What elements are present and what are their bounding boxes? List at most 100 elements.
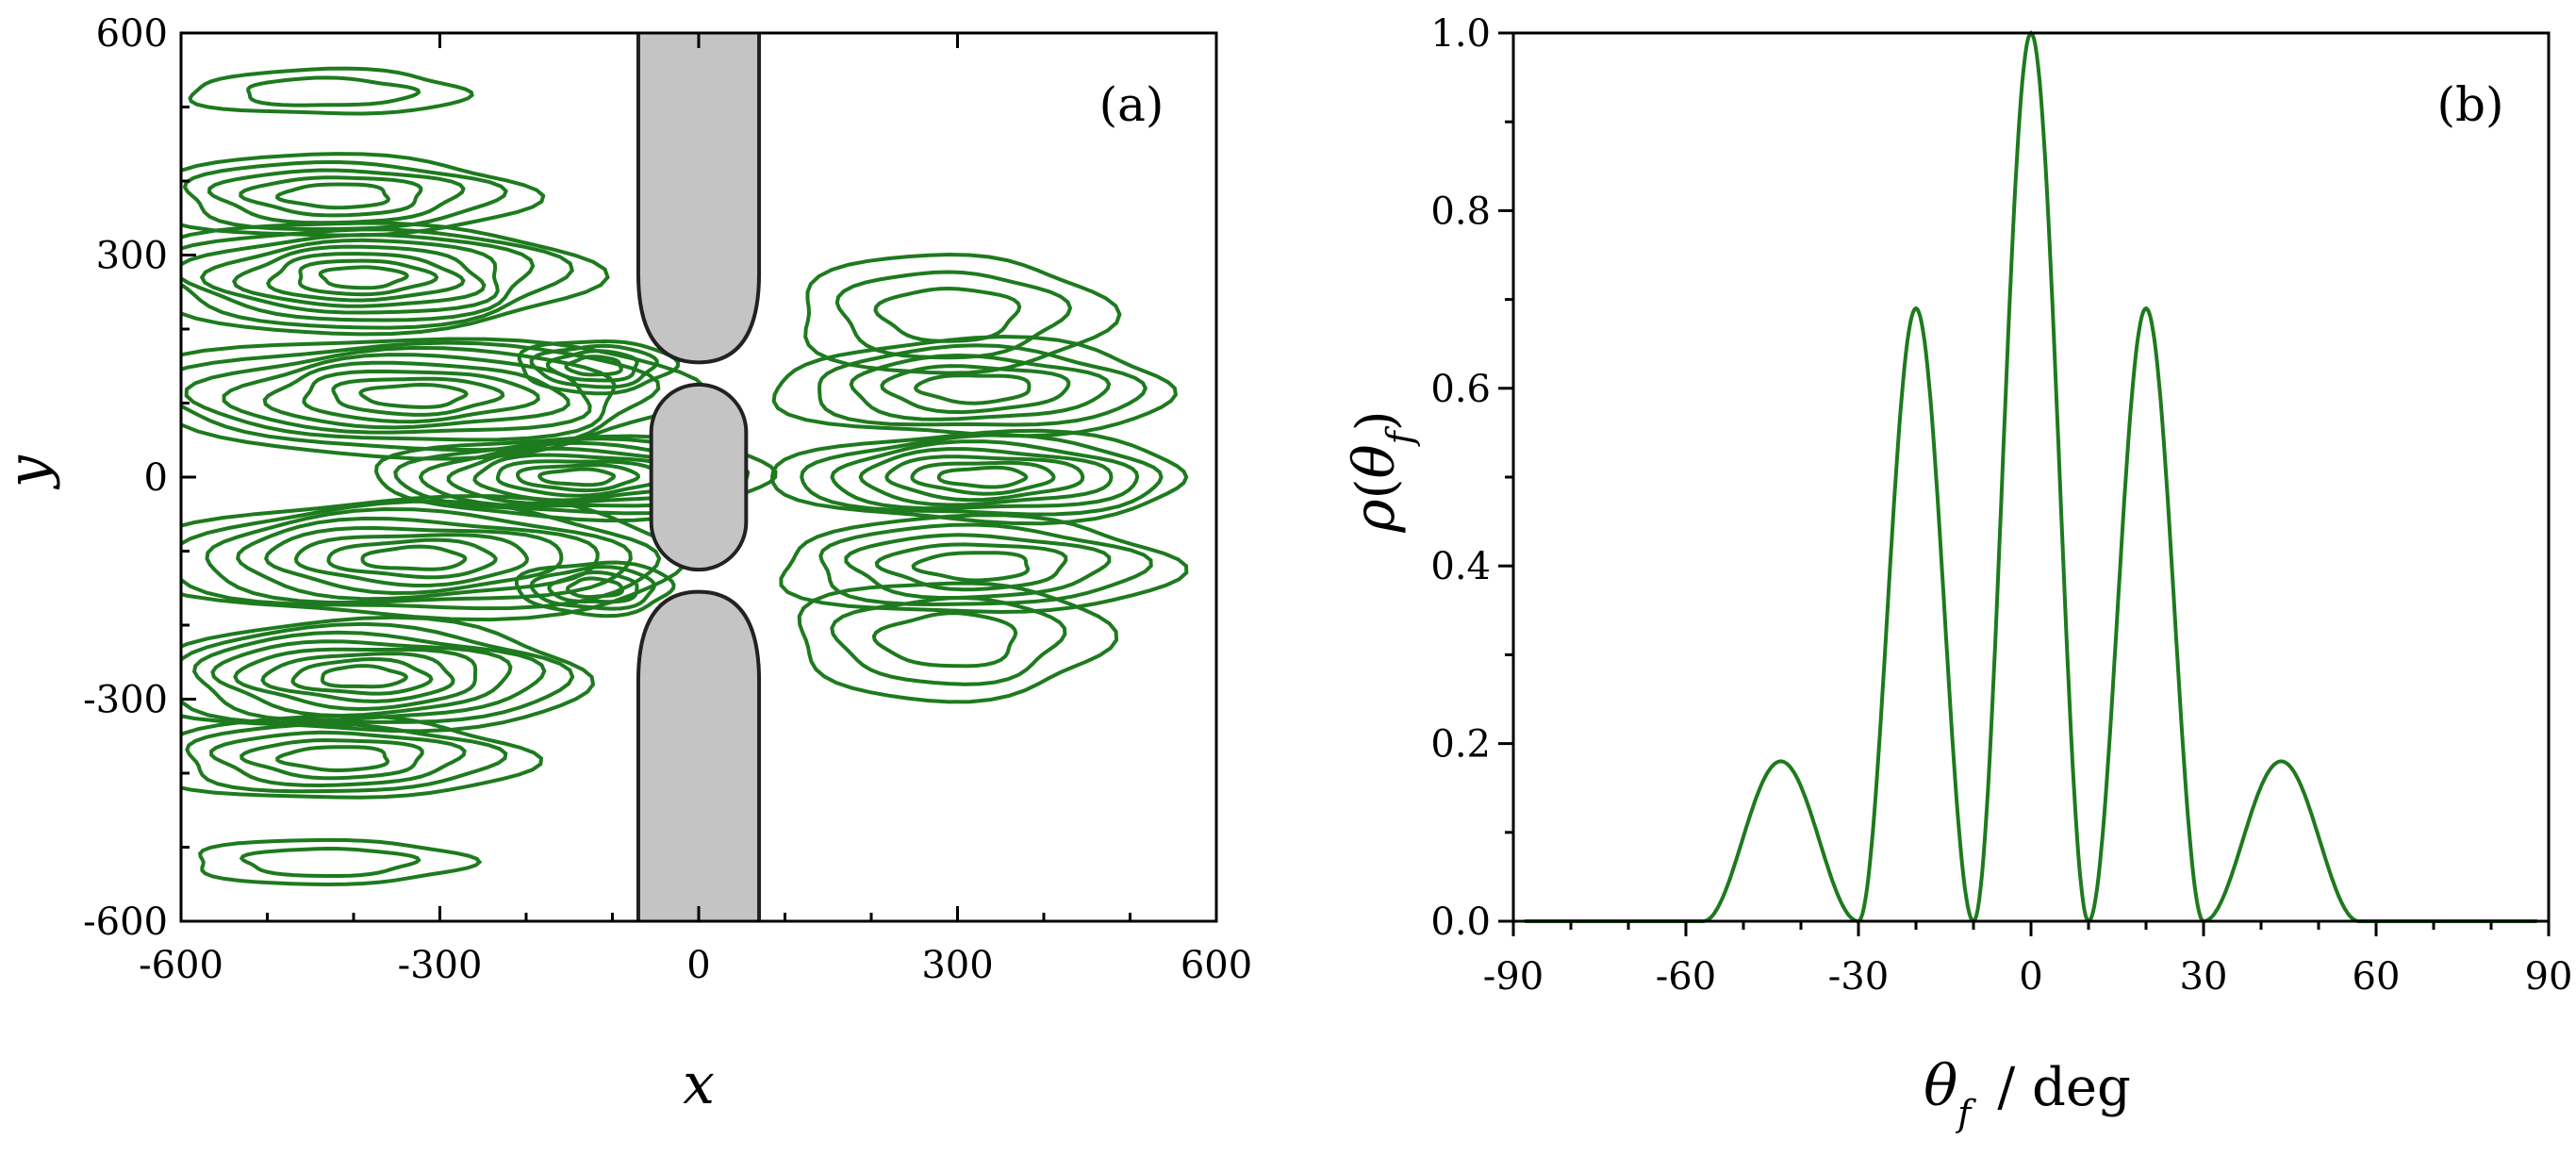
contour-line [516,463,640,493]
contour-line [547,570,639,604]
contour-line [205,506,633,604]
y-tick-label: 0 [144,456,168,500]
contour-line [803,252,1122,375]
contour-line [495,459,667,498]
y-tick-label: 0.6 [1430,368,1491,411]
y-tick-label: 300 [96,235,168,278]
x-tick-label: 300 [921,944,993,987]
contour-line [446,446,711,506]
y-tick-label: 0.0 [1430,900,1491,944]
contour-line [293,533,530,588]
contour-line [302,369,540,424]
contour-line [358,382,469,409]
contour-line [326,537,498,580]
x-tick-label: 0 [686,944,710,987]
lower-barrier-fill [637,591,760,921]
contour-lobe [803,252,1122,375]
contour-line [910,460,1056,496]
contour-line [529,565,657,611]
contour-line [874,542,1068,592]
contour-line [769,428,1189,526]
panel-b-label: (b) [2436,77,2503,132]
center-pillar-fill [651,384,747,570]
upper-barrier-edge [636,33,762,365]
y-tick-label: 600 [96,12,168,56]
contour-line [239,175,423,218]
contour-line [545,349,639,383]
x-tick-label: 600 [1181,944,1252,987]
contour-line [181,621,575,725]
contour-line [858,447,1114,507]
contour-line [514,560,676,619]
contour-lobe [797,581,1119,704]
y-tick-label: -600 [83,900,168,944]
contour-line [222,353,592,435]
contour-line [191,630,547,723]
contour-line [529,343,659,389]
contour-lobe [517,339,681,396]
distribution-plot-frame [1511,31,2551,923]
x-tick-label: 90 [2525,955,2573,999]
y-tick-label: 0.4 [1430,545,1491,588]
contour-line [188,66,474,116]
contour-line [181,221,610,337]
contour-line [331,376,505,417]
contour-line [830,439,1140,511]
contour-line [232,244,487,308]
panel-a-label: (a) [1099,77,1164,132]
x-tick-label: -60 [1656,955,1716,999]
contour-line [884,454,1085,503]
contour-axis-ticks [179,31,1218,923]
contour-line [797,581,1119,704]
center-pillar-edge [649,382,749,572]
contour-line [181,494,687,622]
contour-y-tick-labels: -600 -300 0 300 600 [83,12,168,944]
contour-line [318,265,410,290]
x-tick-label: -90 [1483,955,1544,999]
x-tick-label: 0 [2019,955,2042,999]
contour-line [830,595,1067,686]
angular-distribution-curve [1525,30,2537,924]
y-tick-label: 0.2 [1430,723,1491,767]
contour-lobe [769,428,1189,526]
contour-lobe [198,837,483,887]
contour-line [834,270,1073,360]
y-tick-label: -300 [83,679,168,722]
contour-lobe [181,152,546,238]
contour-line [246,75,421,107]
contour-line [181,232,536,322]
contour-line [320,664,409,689]
contour-line [198,837,483,887]
contour-line [871,611,1018,669]
contour-line [913,373,1032,405]
contour-line [239,737,424,781]
contour-line [275,745,390,773]
contour-line [233,647,478,712]
contour-line [236,516,600,602]
distribution-y-axis-label: ρ(θf) [1342,410,1421,533]
contour-line [209,730,467,788]
contour-line [360,544,468,571]
upper-barrier-fill [637,33,760,363]
lower-barrier-edge [636,589,762,921]
double-slit-barrier [636,33,762,921]
contour-lobe [779,513,1189,615]
contour-line [181,152,546,238]
contour-line [206,168,466,225]
contour-line [537,467,617,487]
contour-line [290,656,434,696]
contour-y-axis-label: y [0,454,61,490]
x-tick-label: -300 [398,944,483,987]
contour-line [517,339,681,396]
x-tick-label: 60 [2353,955,2401,999]
contour-line [911,551,1031,583]
contour-line [199,238,500,315]
contour-line [817,343,1148,427]
contour-lobe [514,560,676,619]
y-tick-label: 1.0 [1430,12,1491,56]
contour-line [849,353,1112,421]
contour-line [771,334,1179,438]
contour-line [266,252,466,303]
contour-line [297,258,439,297]
